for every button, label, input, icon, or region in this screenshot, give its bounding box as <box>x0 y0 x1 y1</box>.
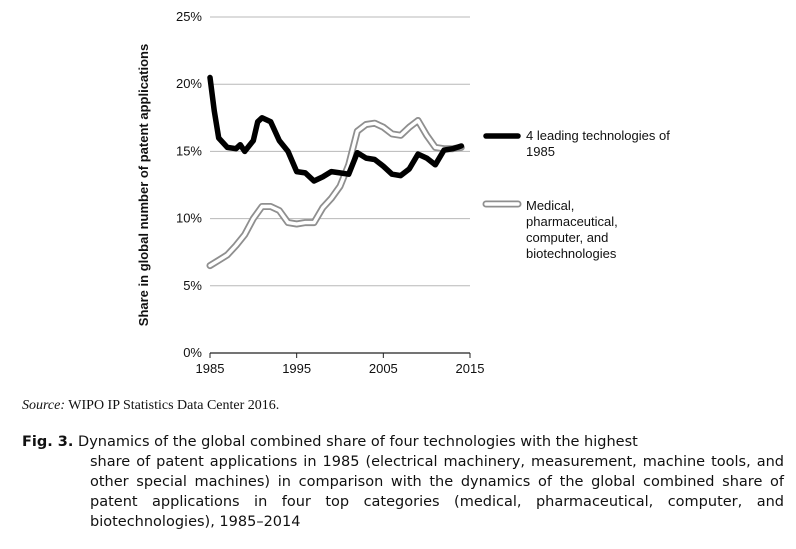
legend-label-line: computer, and <box>526 230 608 245</box>
gridlines <box>210 16 470 287</box>
series-4-leading-line <box>207 74 465 184</box>
series-medical-line <box>208 118 463 268</box>
source-text: WIPO IP Statistics Data Center 2016. <box>68 398 280 413</box>
figure-caption: Fig. 3. Dynamics of the global combined … <box>22 432 784 532</box>
y-tick-label: 20% <box>176 76 202 91</box>
legend-label-line: Medical, <box>526 198 574 213</box>
x-tick-label: 2015 <box>456 361 485 376</box>
legend: 4 leading technologies of 1985 Medical, pha… <box>482 128 670 261</box>
caption-first-line: Fig. 3. Dynamics of the global combined … <box>22 432 784 452</box>
x-tick-label: 1985 <box>196 361 225 376</box>
source-label: Source: <box>22 398 66 413</box>
y-axis-label: Share in global number of patent applica… <box>136 44 151 326</box>
y-tick-label: 10% <box>176 211 202 226</box>
axes <box>209 352 471 358</box>
x-tick-label: 2005 <box>369 361 398 376</box>
legend-label-line: 1985 <box>526 144 555 159</box>
source-note: Source: WIPO IP Statistics Data Center 2… <box>22 398 279 414</box>
y-tick-label: 25% <box>176 9 202 24</box>
legend-label-medical: Medical, pharmaceutical, computer, and biot… <box>526 198 618 261</box>
legend-label-4-leading: 4 leading technologies of 1985 <box>526 128 670 159</box>
y-tick-label: 5% <box>183 278 202 293</box>
tick-labels: 0% 5% 10% 15% 20% 25% 1985 1995 2005 2015 <box>176 9 484 376</box>
caption-body: share of patent applications in 1985 (el… <box>90 454 784 530</box>
y-tick-label: 15% <box>176 143 202 158</box>
legend-label-line: 4 leading technologies of <box>526 128 670 143</box>
line-chart: 0% 5% 10% 15% 20% 25% 1985 1995 2005 2015 Share i… <box>136 9 670 376</box>
y-tick-label: 0% <box>183 345 202 360</box>
x-tick-label: 1995 <box>282 361 311 376</box>
series-lines <box>206 74 465 270</box>
legend-label-line: biotechnologies <box>526 246 617 261</box>
caption-first-text: Dynamics of the global combined share of… <box>78 434 638 450</box>
legend-label-line: pharmaceutical, <box>526 214 618 229</box>
caption-label: Fig. 3. <box>22 434 74 450</box>
